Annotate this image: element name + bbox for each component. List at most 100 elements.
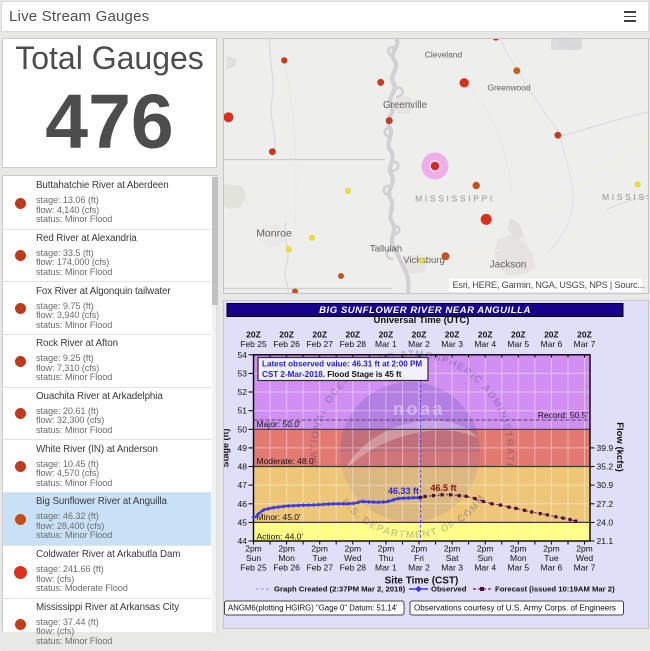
- svg-text:Sat: Sat: [446, 553, 459, 563]
- svg-text:Thu: Thu: [379, 553, 394, 563]
- svg-text:CST 2-Mar-2018. Flood Stage is: CST 2-Mar-2018. Flood Stage is 45 ft: [262, 370, 402, 379]
- svg-text:35.2: 35.2: [597, 462, 614, 472]
- svg-text:2pm: 2pm: [576, 544, 593, 554]
- svg-text:2pm: 2pm: [543, 544, 560, 554]
- svg-text:20Z: 20Z: [379, 330, 394, 340]
- svg-text:Greenville: Greenville: [383, 100, 428, 111]
- svg-text:Moderate: 48.0': Moderate: 48.0': [257, 456, 316, 466]
- svg-text:52: 52: [238, 387, 248, 397]
- svg-text:Latest observed value: 46.31: Latest observed value: 46.31 ft at 2:00 …: [262, 360, 422, 369]
- svg-text:Mar 5: Mar 5: [507, 339, 529, 349]
- svg-text:2pm: 2pm: [378, 544, 395, 554]
- svg-text:Wed: Wed: [344, 553, 362, 563]
- svg-text:Feb 27: Feb 27: [306, 563, 333, 573]
- svg-text:Mar 1: Mar 1: [375, 563, 397, 573]
- svg-text:20Z: 20Z: [445, 330, 460, 340]
- svg-text:Mon: Mon: [278, 553, 295, 563]
- svg-text:Observations courtesy of U.S.: Observations courtesy of U.S. Army Corps…: [414, 604, 616, 613]
- svg-text:30.9: 30.9: [597, 480, 614, 490]
- svg-text:noaa: noaa: [393, 399, 445, 419]
- svg-text:47: 47: [238, 480, 248, 490]
- svg-text:Feb 25: Feb 25: [240, 563, 267, 573]
- svg-text:49: 49: [238, 443, 248, 453]
- svg-text:Mar 2: Mar 2: [408, 563, 430, 573]
- svg-text:44: 44: [238, 536, 248, 546]
- svg-text:20Z: 20Z: [511, 330, 526, 340]
- svg-text:46.33 ft: 46.33 ft: [388, 486, 419, 496]
- svg-text:46.5 ft: 46.5 ft: [431, 483, 457, 493]
- svg-text:Greenwood: Greenwood: [487, 83, 531, 93]
- svg-text:20Z: 20Z: [412, 330, 427, 340]
- svg-text:Mar 6: Mar 6: [541, 339, 563, 349]
- svg-text:Universal Time (UTC): Universal Time (UTC): [374, 315, 470, 326]
- svg-text:45: 45: [238, 517, 248, 527]
- svg-text:Feb 26: Feb 26: [273, 339, 300, 349]
- svg-text:Feb 28: Feb 28: [340, 339, 367, 349]
- svg-text:Feb 26: Feb 26: [273, 563, 300, 573]
- svg-text:2pm: 2pm: [444, 544, 461, 554]
- svg-text:27.2: 27.2: [597, 499, 614, 509]
- svg-text:MISSISSIPPI: MISSISSIPPI: [415, 194, 495, 204]
- svg-text:2pm: 2pm: [510, 544, 527, 554]
- svg-text:2pm: 2pm: [477, 544, 494, 554]
- svg-text:Mar 3: Mar 3: [441, 563, 463, 573]
- svg-text:Mar 2: Mar 2: [408, 339, 430, 349]
- svg-text:Tue: Tue: [313, 553, 328, 563]
- svg-text:Forecast (issued 10:19AM Mar 2: Forecast (issued 10:19AM Mar 2): [495, 585, 615, 594]
- svg-text:20Z: 20Z: [246, 330, 261, 340]
- svg-text:20Z: 20Z: [312, 330, 327, 340]
- svg-text:Wed: Wed: [576, 553, 594, 563]
- svg-text:Feb 28: Feb 28: [340, 563, 367, 573]
- svg-text:Graph Created (2:37PM Mar 2, 2: Graph Created (2:37PM Mar 2, 2018): [274, 585, 406, 594]
- svg-text:Mar 5: Mar 5: [507, 563, 529, 573]
- svg-text:Monroe: Monroe: [256, 228, 292, 240]
- svg-text:Minor: 45.0': Minor: 45.0': [257, 512, 302, 522]
- svg-text:21.1: 21.1: [597, 536, 614, 546]
- svg-text:Mar 3: Mar 3: [441, 339, 463, 349]
- svg-text:Tallulah: Tallulah: [370, 244, 402, 255]
- svg-text:Mar 7: Mar 7: [574, 339, 596, 349]
- svg-text:BIG SUNFLOWER RIVER NEAR ANGUI: BIG SUNFLOWER RIVER NEAR ANGUILLA: [319, 305, 531, 316]
- svg-text:Mon: Mon: [510, 553, 527, 563]
- svg-text:Mar 6: Mar 6: [541, 563, 563, 573]
- svg-text:2pm: 2pm: [311, 544, 328, 554]
- svg-text:2pm: 2pm: [278, 544, 295, 554]
- svg-text:51: 51: [238, 406, 248, 416]
- svg-text:20Z: 20Z: [345, 330, 360, 340]
- svg-text:Action: 44.0': Action: 44.0': [257, 532, 304, 542]
- svg-text:Mar 7: Mar 7: [574, 563, 596, 573]
- svg-text:20Z: 20Z: [577, 330, 592, 340]
- svg-text:Stage (ft): Stage (ft): [224, 429, 231, 468]
- svg-text:MISSISS: MISSISS: [602, 192, 648, 202]
- svg-text:Sun: Sun: [478, 553, 493, 563]
- svg-text:Sun: Sun: [246, 553, 261, 563]
- svg-text:20Z: 20Z: [544, 330, 559, 340]
- svg-text:Major: 50.0': Major: 50.0': [257, 419, 302, 429]
- svg-text:Cleveland: Cleveland: [425, 50, 463, 60]
- svg-text:24.0: 24.0: [597, 517, 614, 527]
- svg-text:Record: 50.5': Record: 50.5': [538, 410, 589, 420]
- svg-text:Flow (kcfs): Flow (kcfs): [614, 422, 625, 472]
- svg-text:46: 46: [238, 499, 248, 509]
- svg-text:2pm: 2pm: [345, 544, 362, 554]
- svg-text:Feb 25: Feb 25: [240, 339, 267, 349]
- svg-text:Fri: Fri: [414, 553, 424, 563]
- svg-text:50: 50: [238, 424, 248, 434]
- svg-text:53: 53: [238, 368, 248, 378]
- svg-text:39.9: 39.9: [597, 443, 614, 453]
- svg-text:20Z: 20Z: [279, 330, 294, 340]
- svg-text:Feb 27: Feb 27: [306, 339, 333, 349]
- svg-text:Mar 1: Mar 1: [375, 339, 397, 349]
- svg-text:Tue: Tue: [544, 553, 559, 563]
- svg-text:Mar 4: Mar 4: [474, 563, 496, 573]
- svg-text:2pm: 2pm: [411, 544, 428, 554]
- svg-text:Mar 4: Mar 4: [474, 339, 496, 349]
- svg-text:Esri, HERE, Garmin, NGA, USGS,: Esri, HERE, Garmin, NGA, USGS, NPS | Sou…: [453, 280, 645, 290]
- svg-text:ANGM6(plotting HGIRG) "Gage 0": ANGM6(plotting HGIRG) "Gage 0" Datum: 51…: [228, 604, 398, 613]
- svg-text:Jackson: Jackson: [490, 260, 527, 271]
- svg-text:54: 54: [238, 350, 248, 360]
- svg-text:20Z: 20Z: [478, 330, 493, 340]
- svg-text:48: 48: [238, 462, 248, 472]
- svg-text:Site Time (CST): Site Time (CST): [385, 576, 459, 587]
- svg-text:2pm: 2pm: [245, 544, 262, 554]
